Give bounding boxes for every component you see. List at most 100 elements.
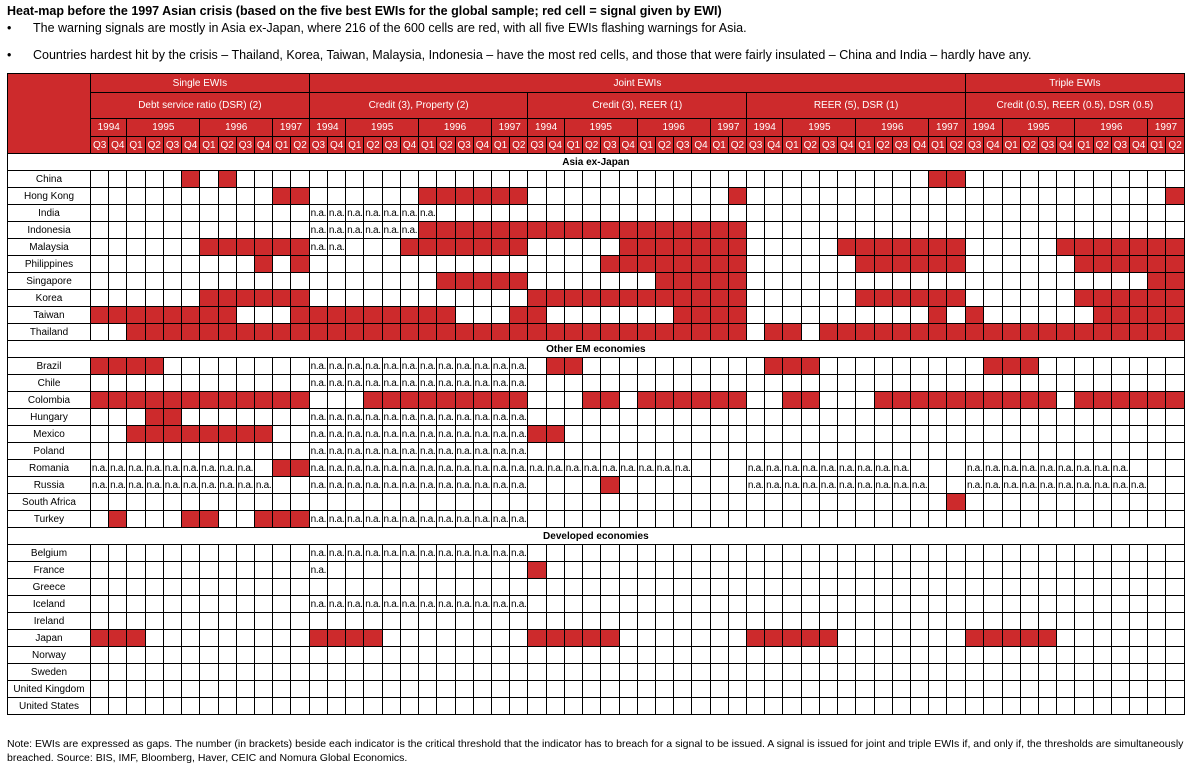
heat-cell-no-signal	[436, 204, 456, 222]
heat-cell-no-signal	[345, 578, 365, 596]
heat-cell-no-signal	[600, 646, 620, 664]
heat-cell-no-signal	[873, 578, 893, 596]
heat-cell-no-signal	[600, 272, 620, 290]
country-label: Hungary	[7, 408, 91, 426]
heat-cell-no-signal	[818, 680, 839, 698]
heat-cell-signal	[454, 238, 474, 256]
heat-cell-no-signal	[818, 306, 839, 324]
heat-cell-no-signal	[636, 272, 656, 290]
year-header: 1994	[308, 118, 347, 137]
heat-cell-no-signal	[108, 663, 128, 681]
heat-cell-no-signal	[290, 442, 310, 460]
country-row: South Africa	[7, 493, 1185, 511]
heat-cell-na: n.a.	[381, 442, 401, 460]
heat-cell-no-signal	[527, 612, 547, 630]
heat-cell-no-signal	[235, 595, 255, 613]
country-label: Russia	[7, 476, 91, 494]
heat-cell-no-signal	[399, 187, 420, 205]
heat-cell-signal	[144, 391, 164, 409]
heat-cell-signal	[928, 170, 948, 188]
heat-cell-no-signal	[326, 578, 347, 596]
heat-cell-signal	[691, 272, 711, 290]
country-label: United States	[7, 697, 91, 715]
heat-cell-signal	[527, 425, 547, 443]
heat-cell-na: n.a.	[381, 221, 401, 239]
heat-cell-na: n.a.	[162, 459, 183, 477]
heat-cell-signal	[89, 629, 110, 647]
heat-cell-signal	[691, 306, 711, 324]
heat-cell-no-signal	[1074, 408, 1094, 426]
heat-cell-no-signal	[162, 697, 183, 715]
heat-cell-signal	[381, 323, 401, 341]
heat-cell-no-signal	[545, 561, 565, 579]
heat-cell-no-signal	[691, 408, 711, 426]
heat-cell-no-signal	[818, 374, 839, 392]
heat-cell-no-signal	[1129, 425, 1149, 443]
heat-cell-no-signal	[782, 680, 802, 698]
heat-cell-signal	[1092, 255, 1112, 273]
heat-cell-na: n.a.	[418, 374, 438, 392]
heat-cell-no-signal	[618, 442, 638, 460]
heat-cell-signal	[290, 510, 310, 528]
heat-cell-signal	[891, 255, 912, 273]
heat-cell-no-signal	[1110, 544, 1131, 562]
heat-cell-no-signal	[272, 255, 292, 273]
heat-cell-no-signal	[673, 612, 693, 630]
heat-cell-signal	[472, 272, 492, 290]
heat-cell-no-signal	[454, 204, 474, 222]
heat-cell-no-signal	[472, 646, 492, 664]
heat-cell-signal	[472, 238, 492, 256]
year-header: 1995	[782, 118, 857, 137]
heat-cell-no-signal	[983, 425, 1003, 443]
heat-cell-no-signal	[199, 255, 219, 273]
heat-cell-no-signal	[746, 493, 766, 511]
heat-cell-na: n.a.	[1110, 476, 1131, 494]
heat-cell-signal	[253, 255, 274, 273]
heat-cell-no-signal	[746, 221, 766, 239]
heat-cell-no-signal	[527, 442, 547, 460]
heat-cell-no-signal	[746, 510, 766, 528]
heat-cell-signal	[727, 306, 748, 324]
heat-cell-signal	[1074, 323, 1094, 341]
heat-cell-signal	[1129, 306, 1149, 324]
heat-cell-no-signal	[308, 255, 329, 273]
heat-cell-no-signal	[162, 204, 183, 222]
country-label: Korea	[7, 289, 91, 307]
heat-cell-no-signal	[144, 510, 164, 528]
quarter-header: Q4	[253, 136, 274, 154]
heat-cell-no-signal	[454, 255, 474, 273]
heat-cell-signal	[673, 306, 693, 324]
heat-cell-na: n.a.	[1001, 476, 1021, 494]
heat-cell-no-signal	[399, 170, 420, 188]
heat-cell-signal	[673, 391, 693, 409]
heat-cell-no-signal	[108, 255, 128, 273]
heat-cell-no-signal	[764, 561, 784, 579]
heat-cell-no-signal	[363, 289, 383, 307]
heat-cell-no-signal	[1147, 357, 1167, 375]
heat-cell-signal	[909, 391, 930, 409]
heat-cell-no-signal	[181, 221, 201, 239]
heat-cell-signal	[709, 221, 729, 239]
heat-cell-no-signal	[509, 697, 529, 715]
heat-cell-no-signal	[855, 204, 875, 222]
heat-cell-no-signal	[928, 697, 948, 715]
country-row: Colombia	[7, 391, 1185, 409]
heat-cell-no-signal	[1001, 187, 1021, 205]
heat-cell-no-signal	[272, 646, 292, 664]
quarter-header: Q3	[673, 136, 693, 154]
heat-cell-na: n.a.	[326, 476, 347, 494]
heat-cell-no-signal	[162, 187, 183, 205]
heat-cell-no-signal	[891, 374, 912, 392]
heat-cell-no-signal	[545, 612, 565, 630]
heat-cell-no-signal	[290, 544, 310, 562]
heat-cell-no-signal	[618, 170, 638, 188]
heat-cell-no-signal	[1019, 187, 1039, 205]
heat-cell-no-signal	[746, 561, 766, 579]
heat-cell-no-signal	[418, 170, 438, 188]
heat-cell-no-signal	[162, 595, 183, 613]
heat-cell-no-signal	[436, 697, 456, 715]
quarter-header: Q3	[600, 136, 620, 154]
heat-cell-no-signal	[108, 204, 128, 222]
heat-cell-no-signal	[727, 510, 748, 528]
heat-cell-no-signal	[1074, 442, 1094, 460]
